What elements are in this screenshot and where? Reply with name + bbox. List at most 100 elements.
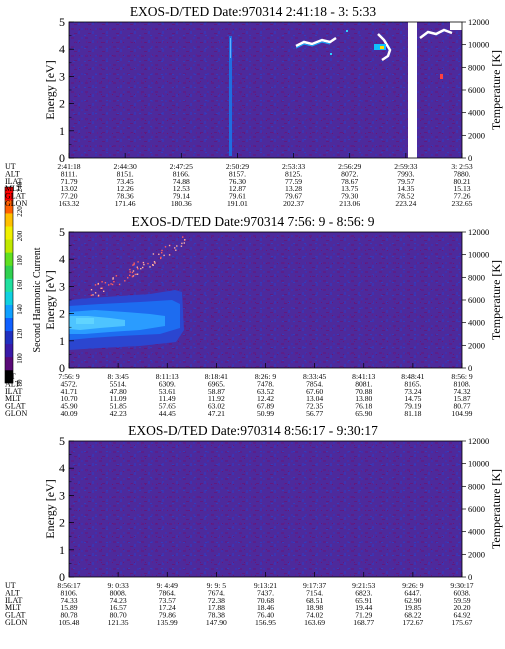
table-cell: 6309.	[159, 379, 176, 388]
table-cell: 79.19	[404, 402, 421, 411]
table-cell: 8:26: 9	[255, 372, 277, 381]
table-cell: 17.24	[159, 603, 176, 612]
table-row-label: UT	[5, 162, 16, 171]
colorbar-tick-label: 240	[16, 181, 24, 192]
table-cell: 73.57	[159, 596, 176, 605]
scatter-dot	[163, 254, 165, 257]
scatter-dot	[183, 242, 185, 244]
table-cell: 80.21	[453, 177, 470, 186]
scatter-dot	[97, 282, 99, 285]
scatter-dot	[160, 256, 162, 259]
table-cell: 63.02	[208, 402, 225, 411]
table-cell: 156.95	[255, 618, 276, 627]
y-tick-label: 1	[59, 334, 65, 348]
scatter-dot	[136, 266, 138, 268]
colorbar-block	[5, 187, 13, 201]
table-cell: 9: 9: 5	[207, 581, 227, 590]
table-cell: 73.24	[404, 387, 421, 396]
table-cell: 6823.	[355, 588, 372, 597]
colorbar-block	[5, 200, 13, 214]
table-cell: 104.99	[452, 409, 473, 418]
table-cell: 16.57	[110, 603, 127, 612]
scatter-dot	[142, 261, 145, 264]
scatter-dot	[101, 281, 103, 283]
table-cell: 7864.	[159, 588, 176, 597]
panel-1-title: EXOS-D/TED Date:970314 2:41:18 - 3: 5:33	[130, 4, 377, 19]
scatter-dot	[181, 242, 183, 245]
table-cell: 80.70	[110, 611, 127, 620]
table-cell: 62.90	[404, 596, 421, 605]
scatter-dot	[175, 249, 177, 251]
table-cell: 78.38	[208, 611, 225, 620]
colorbar-frame	[4, 186, 14, 384]
table-cell: 78.67	[341, 177, 358, 186]
table-cell: 79.67	[285, 192, 302, 201]
table-cell: 8081.	[355, 379, 372, 388]
table-cell: 8111.	[61, 169, 78, 178]
scatter-dot	[97, 294, 100, 297]
scatter-dot	[90, 294, 93, 296]
table-cell: 8165.	[404, 379, 421, 388]
y2-tick-label: 0	[468, 153, 472, 163]
table-cell: 13.75	[341, 184, 358, 193]
y-tick-label: 4	[59, 42, 65, 56]
scatter-dot	[131, 275, 134, 278]
colorbar-block	[5, 252, 13, 266]
y-tick-label: 5	[59, 225, 65, 239]
panel-3-ylabel: Energy [eV]	[43, 479, 57, 538]
panel-2-heatmap-features	[69, 236, 186, 350]
y2-tick-label: 8000	[468, 62, 485, 72]
y-tick-label: 2	[59, 97, 65, 111]
scatter-dot	[100, 287, 102, 289]
table-cell: 163.69	[304, 618, 325, 627]
scatter-dot	[176, 245, 178, 247]
table-cell: 58.87	[208, 387, 225, 396]
scatter-dot	[180, 245, 183, 247]
table-cell: 77.26	[453, 192, 470, 201]
colorbar-tick-label: 200	[16, 230, 24, 241]
panel-2-scatter-dots	[90, 236, 186, 297]
table-cell: 12.26	[117, 184, 134, 193]
table-cell: 2:41:18	[57, 162, 80, 171]
scatter-dot	[184, 239, 186, 241]
scatter-dot	[136, 273, 138, 275]
table-cell: 8108.	[453, 379, 470, 388]
y2-tick-label: 8000	[468, 272, 485, 282]
y-tick-label: 0	[59, 570, 65, 584]
y2-tick-label: 4000	[468, 527, 485, 537]
table-cell: 11.09	[110, 394, 127, 403]
scatter-dot	[127, 277, 129, 279]
colorbar-block	[5, 278, 13, 292]
table-cell: 7674.	[208, 588, 225, 597]
table-cell: 18.46	[257, 603, 274, 612]
table-cell: 223.24	[395, 199, 416, 208]
scatter-dot	[153, 261, 156, 263]
table-row-label: GLON	[5, 618, 27, 627]
table-cell: 9:21:53	[352, 581, 375, 590]
panel-2-title: EXOS-D/TED Date:970314 7:56: 9 - 8:56: 9	[132, 214, 375, 229]
table-row-label: MLT	[5, 184, 21, 193]
scatter-dot	[182, 236, 184, 238]
y-tick-label: 3	[59, 69, 65, 83]
scatter-dot	[129, 271, 131, 273]
scatter-dot	[115, 275, 118, 277]
scatter-dot	[101, 287, 103, 289]
table-cell: 5514.	[110, 379, 127, 388]
panel-3-ephemeris-table: UT 8:56:17 9: 0:33 9: 4:49 9: 9: 5 9:13:21 9:1…	[5, 581, 474, 627]
table-row-label: ILAT	[5, 177, 22, 186]
table-cell: 74.88	[173, 177, 190, 186]
table-cell: 8008.	[110, 588, 127, 597]
table-cell: 4572.	[60, 379, 77, 388]
table-cell: 72.35	[306, 402, 323, 411]
colorbar-block	[5, 213, 13, 227]
table-row-label: ILAT	[5, 596, 22, 605]
table-cell: 172.67	[402, 618, 423, 627]
table-cell: 168.77	[353, 618, 374, 627]
panel-2-axes: 0 1 2 3 4 5 0 2000 4000 6000 8000 10000 12000	[59, 225, 489, 375]
table-cell: 8166.	[173, 169, 190, 178]
table-cell: 9:17:37	[303, 581, 326, 590]
y-tick-label: 4	[59, 252, 65, 266]
y2-tick-label: 2000	[468, 340, 485, 350]
panel-2-y2label: Temperature [K]	[489, 260, 503, 340]
panel-2-ephemeris-table: UT 7:56: 9 8: 3:45 8:11:13 8:18:41 8:26: 9 8:3…	[5, 372, 473, 418]
